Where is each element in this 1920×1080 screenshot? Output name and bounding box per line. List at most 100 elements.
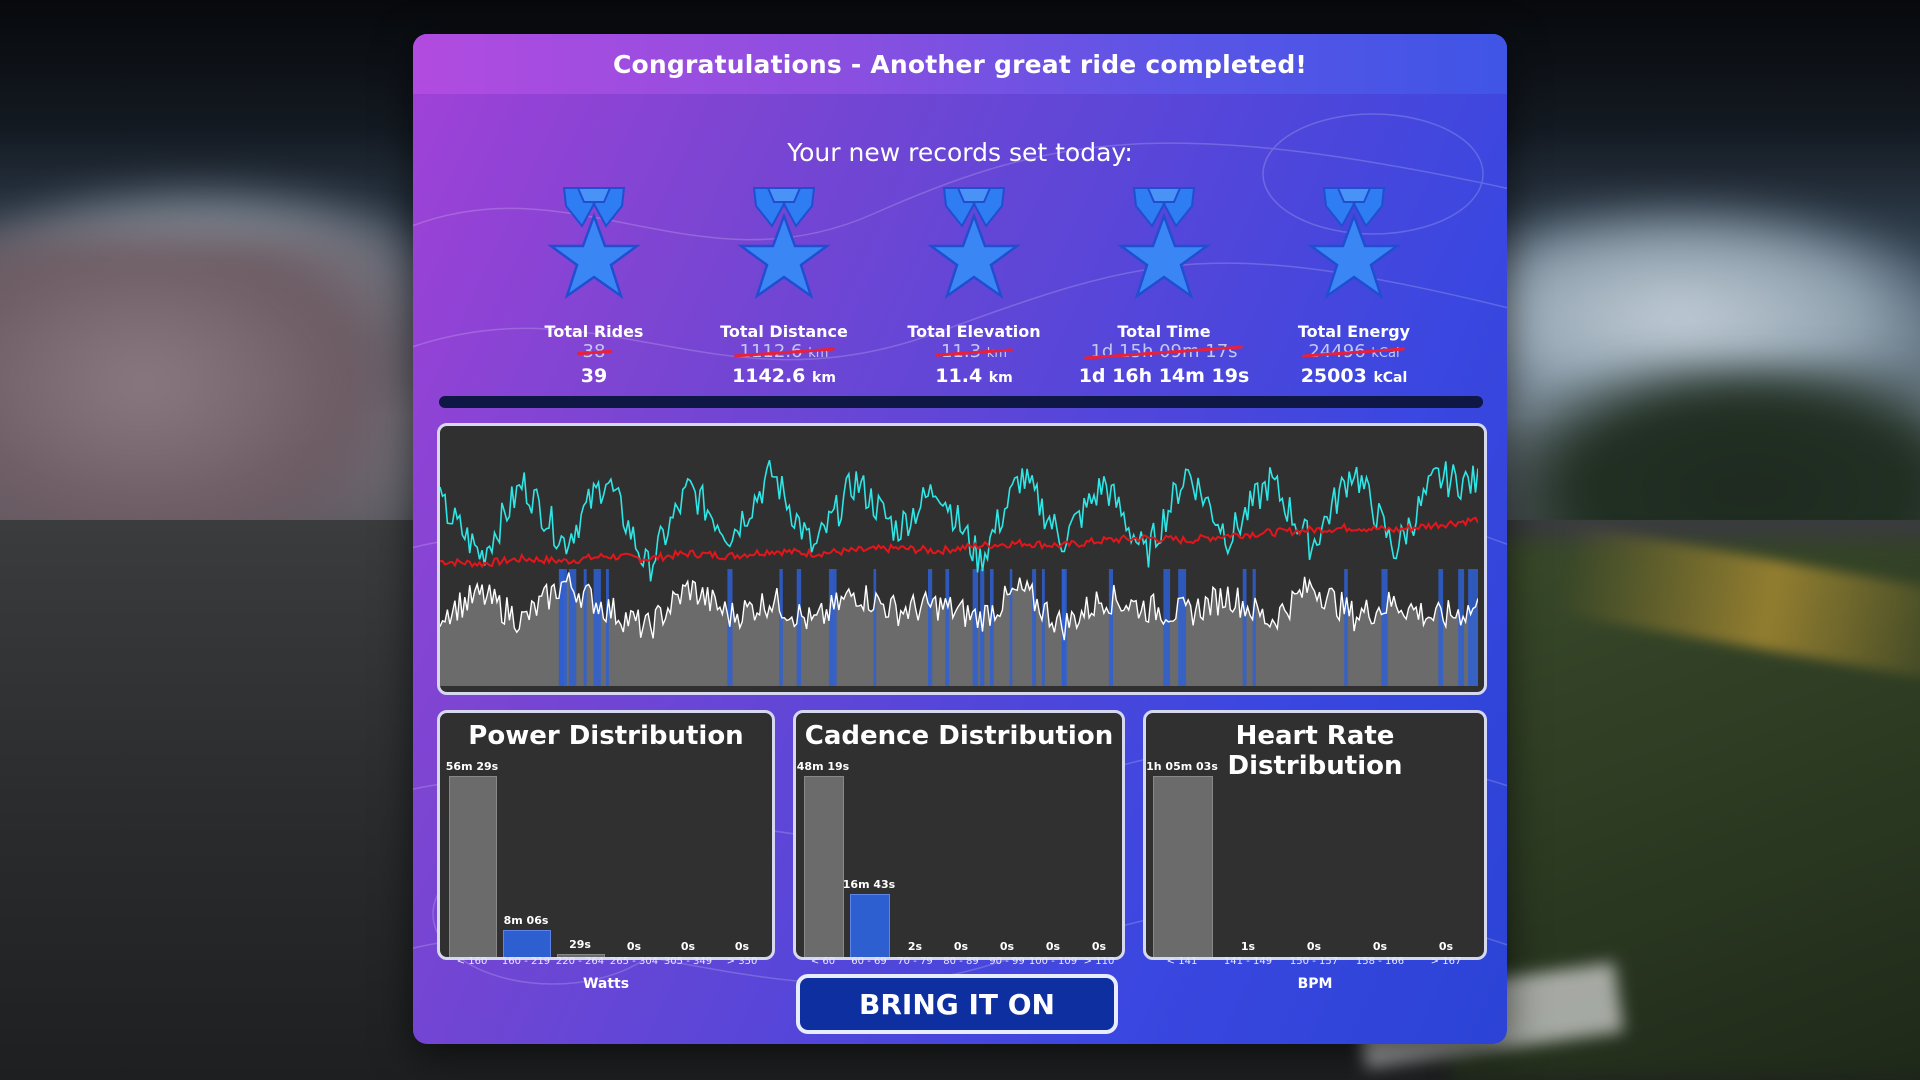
power-axis-unit: Watts (582, 976, 630, 992)
record-new-value: 39 (580, 365, 608, 387)
cadence-distribution-panel: Cadence Distribution 48m 19s 16m 43s 2s 0s 0… (793, 710, 1125, 960)
heart-rate-line (440, 516, 1479, 569)
progress-bar (439, 396, 1483, 408)
record-new-value: 11.4 km (935, 365, 1013, 387)
cadence-category-label: 80 - 89 (943, 956, 979, 967)
medal-star-icon (1117, 187, 1211, 300)
heart-rate-category-label: 150 - 157 (1289, 956, 1339, 967)
cadence-category-label: > 110 (1083, 956, 1115, 967)
cadence-bar-value: 0s (1045, 940, 1061, 953)
heart-rate-category-label: 141 - 149 (1223, 956, 1273, 967)
cadence-category-label: 100 - 109 (1028, 956, 1078, 967)
cadence-drop-mark (945, 569, 950, 686)
cadence-drop-mark (828, 569, 833, 686)
heart-rate-bar-value: 1s (1240, 939, 1256, 953)
ride-chart-svg (440, 460, 1479, 686)
cadence-bar-value: 2s (907, 939, 923, 953)
power-bar (503, 930, 551, 957)
record-new-value: 1d 16h 14m 19s (1078, 365, 1250, 387)
cadence-drop-mark (796, 569, 802, 686)
cadence-drop-mark (928, 569, 933, 686)
cadence-bar (850, 893, 890, 957)
power-distribution-panel: Power Distribution 56m 29s 8m 06s 29s 0s 0s 0… (437, 710, 775, 960)
record-old-value: 38 (576, 341, 612, 365)
cadence-bar-value: 48m 19s (796, 760, 850, 773)
power-category-label: > 350 (726, 956, 758, 967)
heart-rate-axis-unit: BPM (1297, 976, 1333, 992)
power-bar (449, 776, 497, 957)
cadence-drop-mark (831, 569, 837, 686)
cadence-drop-mark (972, 569, 979, 686)
cadence-category-label: 60 - 69 (851, 956, 887, 967)
heart-rate-bar-value: 1h 05m 03s (1146, 760, 1218, 773)
cadence-drop-mark (873, 569, 877, 686)
record-label: Total Time (1117, 322, 1211, 341)
power-category-label: 160 - 219 (501, 956, 551, 967)
cadence-drop-mark (1032, 569, 1037, 686)
power-line (440, 572, 1479, 641)
power-category-label: 305 - 349 (663, 956, 713, 967)
heart-rate-distribution-title: Heart Rate Distribution (1227, 721, 1403, 781)
heart-rate-category-label: > 167 (1430, 956, 1462, 967)
power-bar-value: 56m 29s (445, 760, 499, 773)
cadence-drop-mark (1042, 569, 1045, 686)
heart-rate-bar-value: 0s (1438, 940, 1454, 953)
congrats-header: Congratulations - Another great ride com… (413, 34, 1507, 94)
cadence-drop-mark (558, 569, 564, 686)
record-old-value: 1d 15h 09m 17s (1084, 341, 1244, 365)
bring-it-on-button[interactable]: BRING IT ON (796, 974, 1118, 1034)
congrats-title: Congratulations - Another great ride com… (612, 49, 1308, 79)
record-new-value: 25003 kCal (1300, 365, 1408, 387)
cadence-drop-mark (779, 569, 783, 686)
heart-rate-category-label: < 141 (1166, 956, 1198, 967)
cadence-drop-mark (1009, 569, 1013, 686)
cadence-drop-mark (1242, 569, 1247, 686)
cadence-bar-value: 16m 43s (842, 877, 896, 891)
power-bar (557, 954, 605, 957)
record-old-value: 11.3 km (934, 341, 1014, 365)
heart-rate-bar (1153, 776, 1213, 957)
medal-star-icon (737, 187, 831, 300)
cadence-category-label: 70 - 79 (897, 956, 933, 967)
medal-star-icon (1307, 187, 1401, 300)
record-label: Total Elevation (907, 322, 1041, 341)
record-old-value: 24496 kCal (1302, 341, 1406, 365)
cadence-drop-mark (1108, 569, 1113, 686)
cadence-category-label: 90 - 99 (989, 956, 1025, 967)
power-category-label: 265 - 304 (609, 956, 659, 967)
cadence-drop-mark (1470, 569, 1479, 686)
record-label: Total Rides (544, 322, 644, 341)
cadence-drop-mark (568, 569, 577, 686)
cadence-drop-mark (727, 569, 733, 686)
cadence-drop-mark (1061, 569, 1065, 686)
heart-rate-distribution-panel: Heart Rate Distribution 1h 05m 03s 1s 0s 0s… (1143, 710, 1487, 960)
cadence-drop-mark (1458, 569, 1465, 686)
cadence-drop-mark (1438, 569, 1444, 686)
cadence-bar-value: 0s (953, 940, 969, 953)
record-label: Total Energy (1297, 322, 1411, 341)
cadence-drop-mark (593, 569, 601, 686)
medal-star-icon (927, 187, 1021, 300)
cadence-bar (804, 776, 844, 957)
ride-chart (437, 423, 1487, 695)
cadence-drop-mark (990, 569, 994, 686)
cadence-drop-mark (561, 569, 567, 686)
power-bar-value: 0s (626, 940, 642, 953)
cadence-distribution-title: Cadence Distribution (804, 721, 1114, 751)
power-category-label: < 160 (456, 956, 488, 967)
cadence-drop-mark (1381, 569, 1388, 686)
cadence-drop-mark (1163, 569, 1171, 686)
power-bar-value: 0s (680, 940, 696, 953)
power-bar-value: 29s (569, 938, 591, 952)
power-category-label: 220 - 264 (555, 956, 605, 967)
cadence-drop-mark (1178, 569, 1187, 686)
power-distribution-title: Power Distribution (468, 721, 744, 751)
cadence-drop-mark (606, 569, 609, 686)
medal-star-icon (547, 187, 641, 300)
cadence-drop-mark (1252, 569, 1256, 686)
power-bar-value: 8m 06s (503, 914, 549, 928)
heart-rate-bar-value: 0s (1372, 940, 1388, 953)
